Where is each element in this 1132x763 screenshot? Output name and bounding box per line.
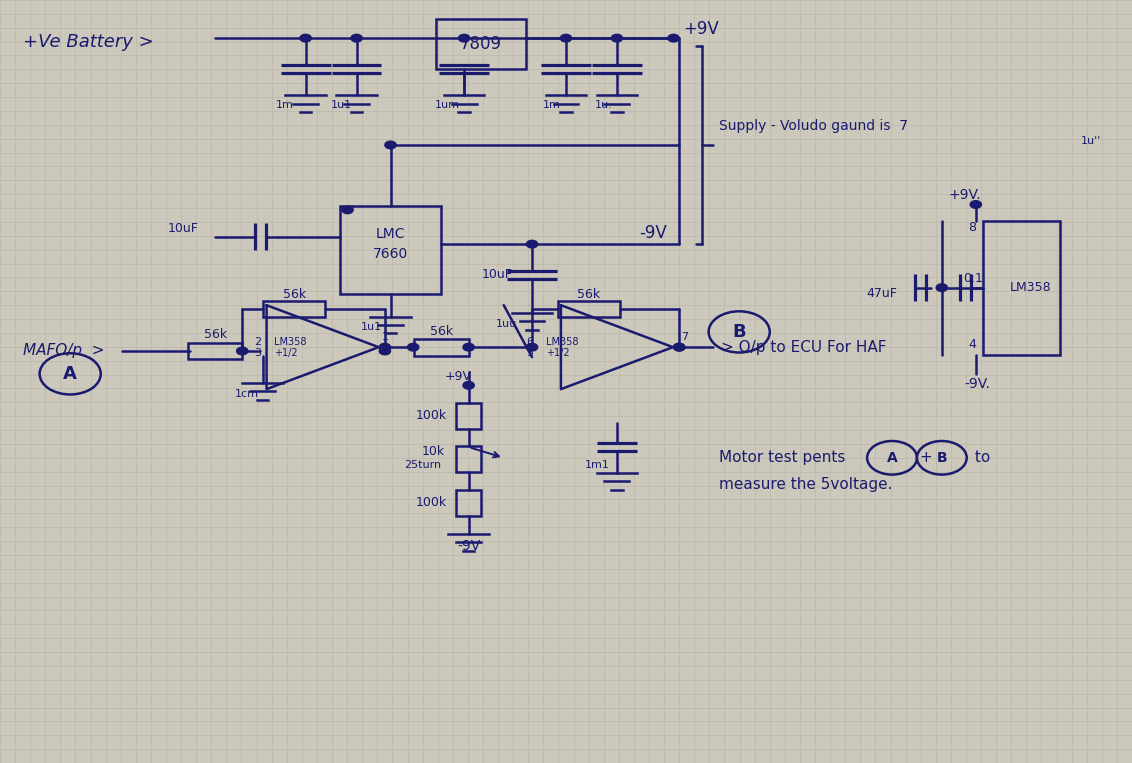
Circle shape — [237, 347, 248, 355]
Text: B: B — [936, 451, 947, 465]
Circle shape — [970, 201, 981, 208]
Text: 1um: 1um — [435, 100, 460, 111]
Text: 56k: 56k — [204, 327, 226, 341]
Circle shape — [379, 347, 391, 355]
Text: 1cm: 1cm — [234, 388, 259, 399]
Text: 5: 5 — [526, 347, 533, 358]
Text: 7809: 7809 — [460, 35, 503, 53]
Circle shape — [385, 141, 396, 149]
Text: A: A — [886, 451, 898, 465]
Bar — [456, 446, 481, 472]
Text: +9V.: +9V. — [949, 188, 981, 201]
Bar — [263, 301, 326, 317]
Circle shape — [936, 284, 947, 291]
Circle shape — [342, 206, 353, 214]
Text: 1u.: 1u. — [594, 100, 612, 111]
Bar — [557, 301, 620, 317]
Circle shape — [674, 343, 685, 351]
Text: LM358: LM358 — [274, 336, 307, 347]
Text: 2: 2 — [255, 336, 261, 347]
Circle shape — [668, 34, 679, 42]
Text: 1m: 1m — [542, 100, 560, 111]
Text: -9V.: -9V. — [964, 377, 990, 391]
Text: 56k: 56k — [577, 288, 600, 301]
Text: 1uu: 1uu — [496, 318, 516, 329]
Text: 10uF: 10uF — [482, 268, 513, 282]
Text: 8: 8 — [968, 221, 976, 234]
Text: 25turn: 25turn — [404, 460, 441, 471]
Text: LM358: LM358 — [546, 336, 578, 347]
Circle shape — [463, 343, 474, 351]
Text: MAFO/p  >: MAFO/p > — [23, 343, 104, 359]
Bar — [436, 19, 526, 69]
Text: 6: 6 — [526, 336, 533, 347]
Text: measure the 5voltage.: measure the 5voltage. — [719, 477, 892, 492]
Text: 7: 7 — [681, 332, 688, 343]
Text: 0.1: 0.1 — [963, 272, 984, 285]
Text: -9V: -9V — [457, 539, 480, 553]
Text: > O/p to ECU For HAF: > O/p to ECU For HAF — [721, 340, 886, 355]
Bar — [983, 221, 1060, 355]
Bar — [188, 343, 242, 359]
Text: +Ve Battery >: +Ve Battery > — [23, 33, 154, 51]
Text: LM358: LM358 — [1010, 281, 1050, 295]
Circle shape — [379, 343, 391, 351]
Circle shape — [611, 34, 623, 42]
Text: +: + — [919, 450, 932, 465]
Circle shape — [526, 240, 538, 248]
Text: 1m: 1m — [276, 100, 294, 111]
Circle shape — [300, 34, 311, 42]
Text: +1/2: +1/2 — [546, 347, 569, 358]
Text: LMC: LMC — [376, 227, 405, 241]
Bar — [456, 403, 481, 429]
Circle shape — [351, 34, 362, 42]
Text: 1u1: 1u1 — [332, 100, 352, 111]
Text: 100k: 100k — [417, 409, 447, 423]
Text: -9V: -9V — [640, 224, 668, 242]
Bar — [456, 490, 481, 516]
Text: 47uF: 47uF — [867, 287, 898, 301]
Text: 1u'': 1u'' — [1081, 136, 1101, 146]
Text: 7660: 7660 — [372, 247, 409, 261]
Bar — [414, 339, 469, 356]
Circle shape — [674, 343, 685, 351]
Text: A: A — [63, 365, 77, 383]
Bar — [340, 206, 441, 294]
Text: 10uF: 10uF — [168, 222, 198, 236]
Circle shape — [560, 34, 572, 42]
Text: Motor test pents: Motor test pents — [719, 450, 846, 465]
Circle shape — [463, 382, 474, 389]
Text: Supply - Voludo gaund is  7: Supply - Voludo gaund is 7 — [719, 119, 908, 133]
Text: 56k: 56k — [283, 288, 306, 301]
Text: 100k: 100k — [417, 496, 447, 510]
Circle shape — [408, 343, 419, 351]
Text: 56k: 56k — [430, 324, 453, 338]
Text: to: to — [970, 450, 990, 465]
Text: +9V: +9V — [684, 20, 720, 38]
Text: +9V: +9V — [445, 370, 472, 384]
Circle shape — [458, 34, 470, 42]
Text: 1u1: 1u1 — [361, 321, 381, 332]
Text: 4: 4 — [968, 338, 976, 352]
Text: 10k: 10k — [422, 445, 445, 459]
Text: 1: 1 — [381, 332, 388, 343]
Circle shape — [526, 343, 538, 351]
Text: +1/2: +1/2 — [274, 347, 298, 358]
Text: 1m1: 1m1 — [585, 460, 610, 471]
Text: B: B — [732, 323, 746, 341]
Text: 3: 3 — [255, 347, 261, 358]
